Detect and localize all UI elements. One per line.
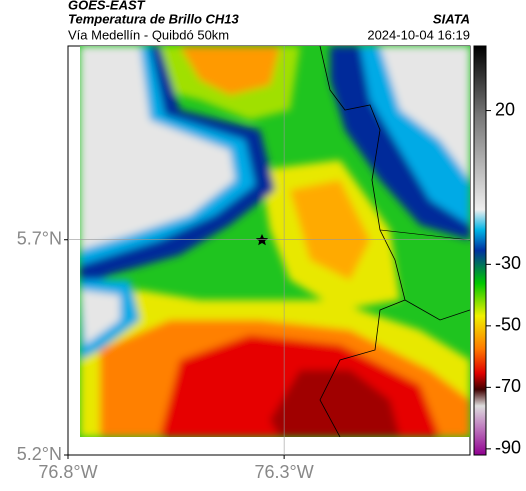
x-tick-label: 76.3°W <box>255 462 314 482</box>
colorbar-label: -30 <box>495 253 521 273</box>
colorbar-label: -50 <box>495 315 521 335</box>
colorbar-label: 20 <box>495 99 515 119</box>
x-tick-label: 76.8°W <box>38 462 97 482</box>
y-tick-label: 5.7°N <box>17 228 62 248</box>
colorbar <box>473 45 487 456</box>
subtitle: Temperatura de Brillo CH13 <box>68 11 240 26</box>
source: SIATA <box>433 11 470 26</box>
colorbar-label: -70 <box>495 376 521 396</box>
route: Vía Medellín - Quibdó 50km <box>68 27 229 42</box>
timestamp: 2024-10-04 16:19 <box>367 27 470 42</box>
colorbar-label: -90 <box>495 438 521 458</box>
title: GOES-EAST <box>68 0 146 12</box>
y-tick-label: 5.2°N <box>17 444 62 464</box>
satellite-image <box>80 46 470 437</box>
